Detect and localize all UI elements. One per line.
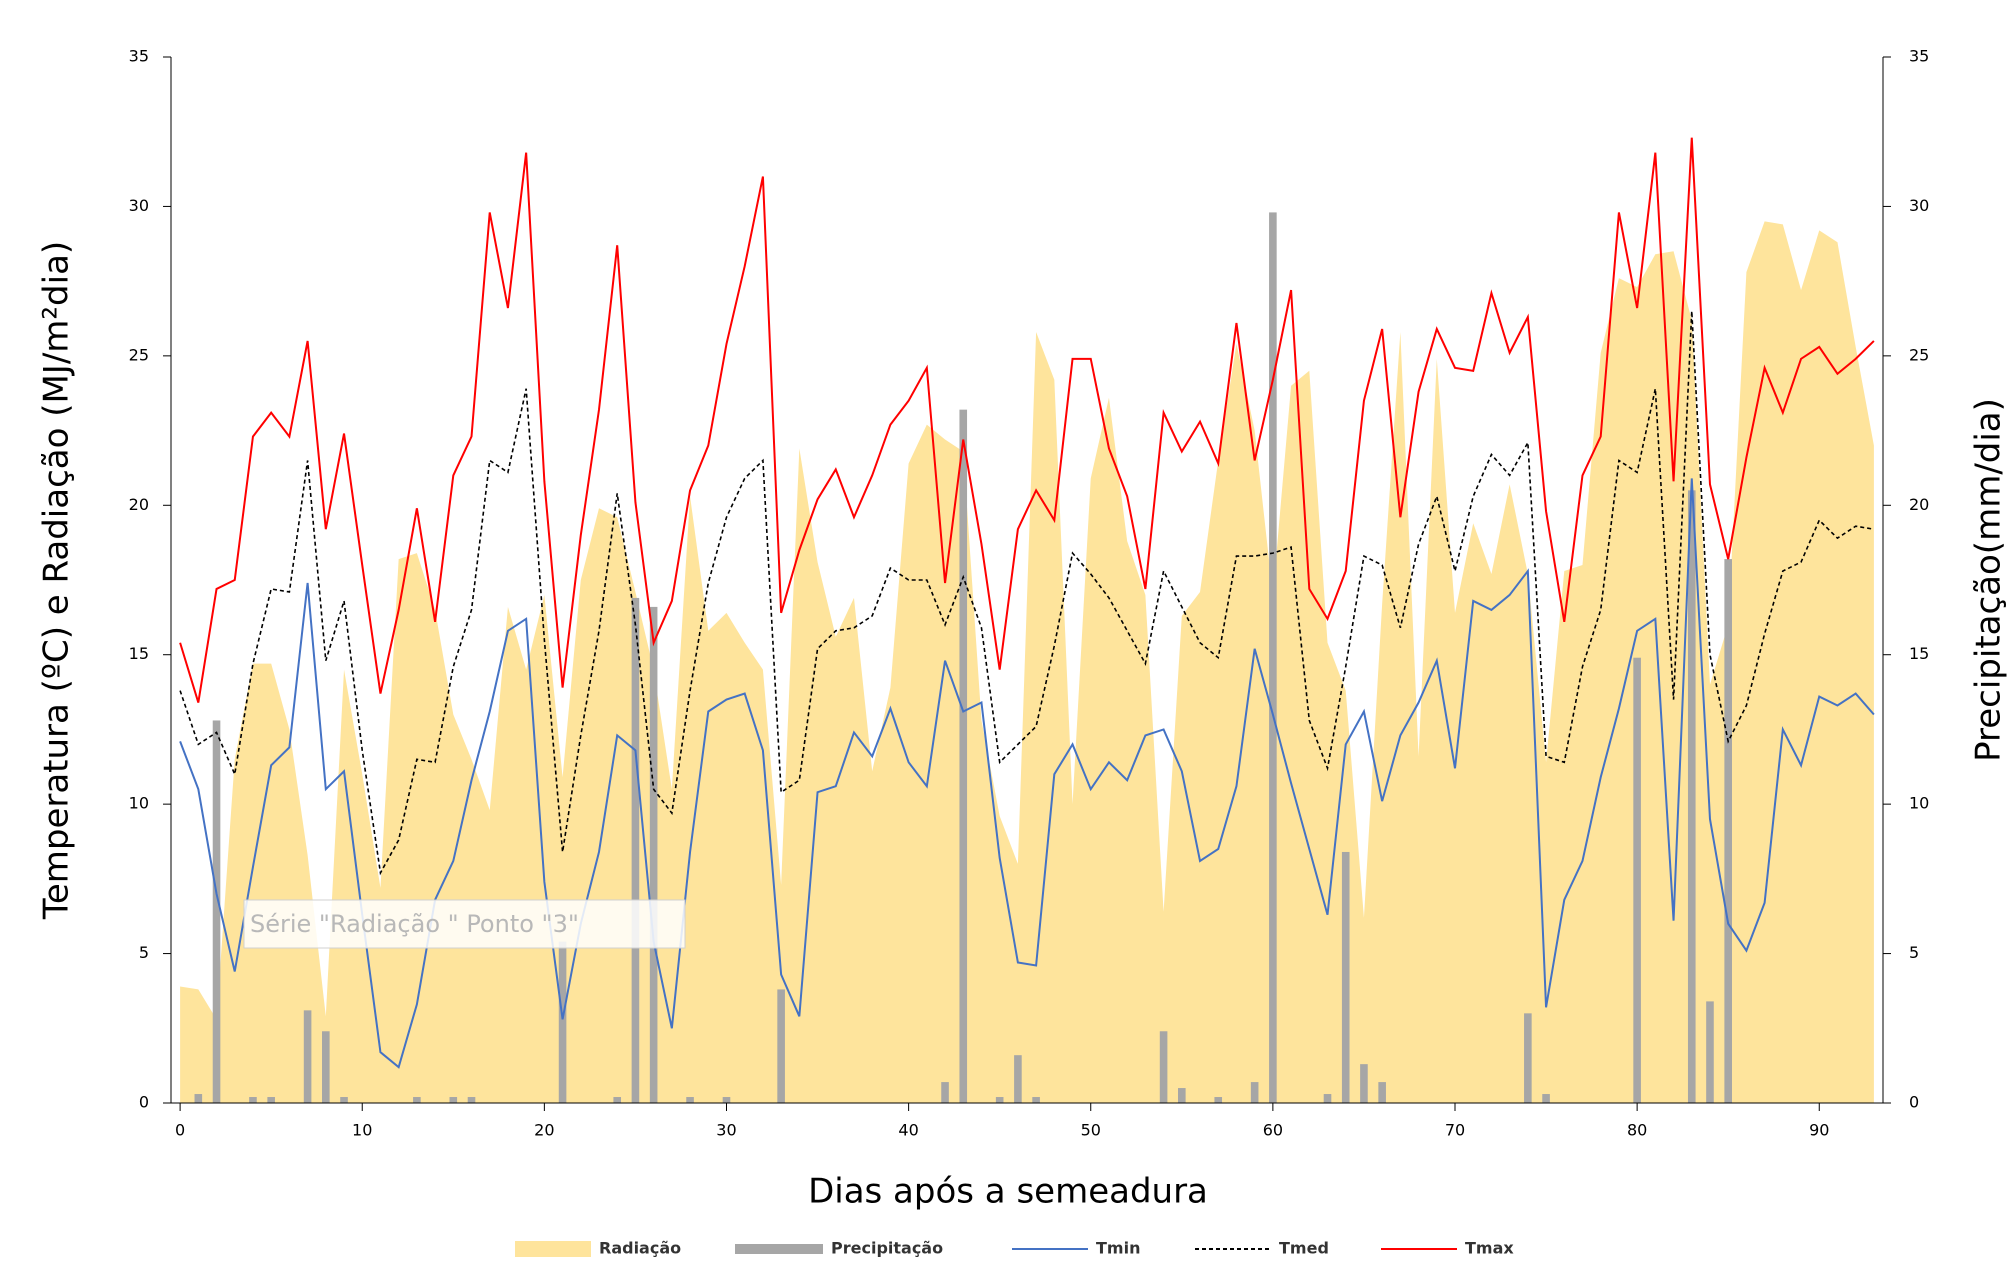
y-axis-title: Temperatura (ºC) e Radiação (MJ/m²dia)	[37, 241, 77, 920]
bar	[1360, 1064, 1368, 1103]
bar	[340, 1097, 348, 1103]
bar	[322, 1031, 330, 1103]
x-tick-label: 70	[1445, 1121, 1465, 1140]
x-tick-label: 50	[1081, 1121, 1101, 1140]
tooltip-box	[243, 899, 686, 949]
bar	[1323, 1094, 1332, 1103]
legend-label: Tmax	[1465, 1239, 1514, 1258]
bar	[449, 1097, 458, 1103]
line	[179, 310, 1875, 876]
bar	[631, 597, 640, 1103]
bar	[413, 1097, 421, 1103]
bar	[1032, 1097, 1040, 1103]
bar	[613, 1097, 622, 1103]
bar	[194, 1094, 203, 1103]
x-tick-label: 40	[898, 1121, 918, 1140]
tooltip-text: Série "Radiação " Ponto "3"	[250, 910, 579, 938]
y-tick-label: 30	[129, 196, 149, 215]
x-tick-label: 60	[1263, 1121, 1283, 1140]
bar	[1178, 1088, 1186, 1103]
x-tick-label: 90	[1809, 1121, 1829, 1140]
legend-swatch	[735, 1244, 823, 1254]
line	[179, 137, 1875, 703]
plot-area	[179, 137, 1875, 1104]
bar	[941, 1082, 949, 1103]
y-tick-label: 25	[129, 345, 149, 364]
bar	[558, 941, 567, 1103]
bar	[686, 1097, 694, 1103]
y2-tick-label: 10	[1909, 794, 1929, 813]
y-tick-label: 0	[139, 1093, 149, 1112]
area	[180, 221, 1874, 1103]
bar	[212, 720, 221, 1103]
x-tick-label: 30	[716, 1121, 736, 1140]
bar	[1214, 1097, 1223, 1103]
y2-tick-label: 30	[1909, 196, 1929, 215]
bar	[959, 409, 968, 1103]
y2-tick-label: 25	[1909, 345, 1929, 364]
y-tick-label: 20	[129, 495, 149, 514]
legend-swatch	[515, 1241, 591, 1257]
legend-label: Precipitação	[831, 1239, 943, 1258]
x-tick-label: 20	[534, 1121, 554, 1140]
bar	[1378, 1082, 1386, 1103]
bar	[303, 1010, 312, 1103]
bar	[1269, 212, 1277, 1104]
bar	[249, 1097, 257, 1103]
legend-label: Tmin	[1096, 1239, 1140, 1258]
legend-label: Tmed	[1279, 1239, 1329, 1258]
legend-label: Radiação	[599, 1239, 681, 1258]
line	[179, 478, 1875, 1069]
bar	[267, 1097, 275, 1103]
x-tick-label: 0	[175, 1121, 185, 1140]
y2-tick-label: 20	[1909, 495, 1929, 514]
bar	[1706, 1001, 1714, 1103]
y2-axis-title: Precipitação(mm/dia)	[1969, 398, 2009, 762]
bar	[1633, 657, 1641, 1103]
bar	[1524, 1013, 1532, 1103]
bar	[1250, 1082, 1259, 1103]
bar	[1014, 1055, 1022, 1103]
y2-tick-label: 15	[1909, 644, 1929, 663]
y2-tick-label: 0	[1909, 1093, 1919, 1112]
y2-tick-label: 35	[1909, 47, 1929, 66]
bar	[467, 1097, 476, 1103]
bar	[1159, 1031, 1168, 1103]
y-tick-label: 35	[129, 47, 149, 66]
bar	[649, 606, 658, 1103]
bar	[1724, 559, 1732, 1103]
y-tick-label: 10	[129, 794, 149, 813]
bar	[777, 989, 785, 1103]
x-axis-title: Dias após a semeadura	[808, 1172, 1208, 1212]
bar	[1542, 1094, 1550, 1103]
bar	[722, 1097, 731, 1103]
x-tick-label: 10	[352, 1121, 372, 1140]
x-tick-label: 80	[1627, 1121, 1647, 1140]
y-tick-label: 5	[139, 943, 149, 962]
bar	[1341, 851, 1350, 1103]
y-tick-label: 15	[129, 644, 149, 663]
bar	[1687, 490, 1696, 1103]
y2-tick-label: 5	[1909, 943, 1919, 962]
bar	[995, 1097, 1004, 1103]
